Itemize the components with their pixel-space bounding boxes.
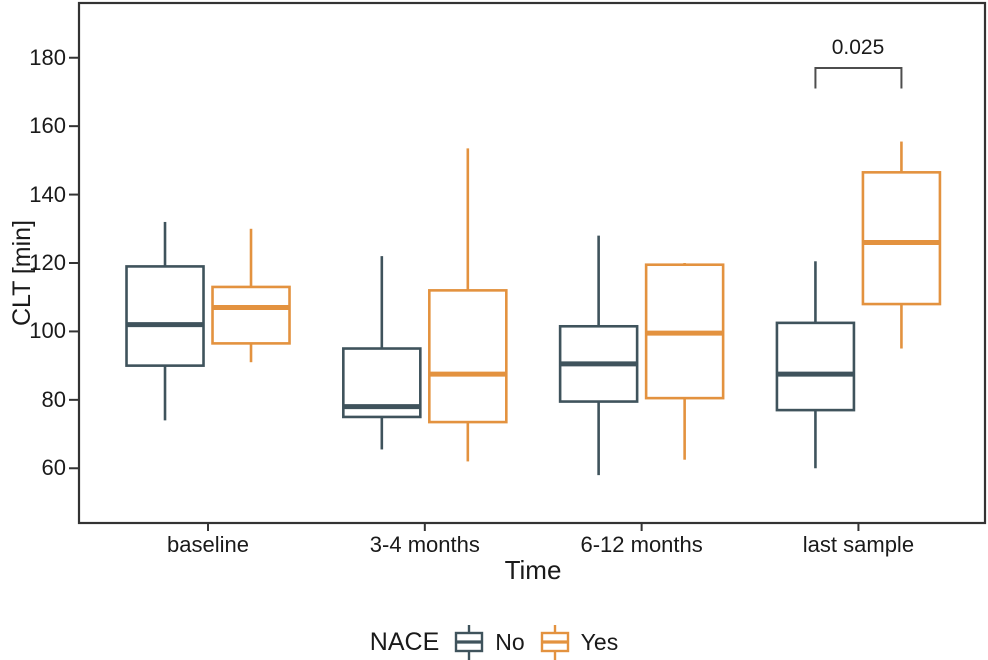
iqr-box [428, 289, 508, 424]
boxplot-key-icon [540, 625, 569, 660]
y-tick-label: 160 [29, 113, 66, 139]
y-tick-label: 180 [29, 44, 66, 70]
box-no-0 [125, 221, 205, 421]
boxplot-key-icon [455, 625, 484, 660]
x-tick-label: last sample [802, 532, 915, 557]
iqr-box [125, 265, 205, 367]
legend-title: NACE [369, 627, 440, 656]
box-no-2 [558, 235, 639, 476]
legend-label-no: No [495, 628, 525, 655]
boxplot-key-icon [539, 624, 571, 660]
y-tick-label: 100 [29, 318, 66, 344]
box-yes-1 [428, 148, 508, 462]
p-value-annotation: 0.025 [831, 36, 885, 59]
x-tick-label: 3-4 months [369, 532, 480, 557]
iqr-box [775, 321, 856, 412]
x-axis-title: Time [504, 555, 562, 585]
boxplot-key-icon [453, 624, 485, 660]
y-tick-label: 80 [41, 386, 66, 412]
x-tick-label: 6-12 months [580, 532, 703, 557]
box-no-1 [342, 256, 422, 450]
iqr-box [211, 285, 291, 345]
y-axis-title: CLT [min] [8, 219, 36, 327]
x-tick-label: baseline [167, 532, 249, 557]
plot-panel-border [77, 1, 987, 525]
legend-label-yes: Yes [580, 628, 619, 655]
box-yes-0 [211, 228, 291, 363]
box-yes-3 [861, 141, 942, 349]
y-tick-label: 140 [29, 181, 66, 207]
legend-item-no: No [453, 624, 525, 660]
y-tick-label: 120 [29, 250, 66, 275]
iqr-box [861, 171, 942, 306]
box-no-3 [775, 261, 856, 469]
legend: NACE No Yes [0, 624, 988, 660]
legend-item-yes: Yes [539, 624, 619, 660]
significance-bracket [814, 67, 903, 89]
y-tick-label: 60 [41, 455, 66, 481]
box-yes-2 [644, 263, 725, 460]
